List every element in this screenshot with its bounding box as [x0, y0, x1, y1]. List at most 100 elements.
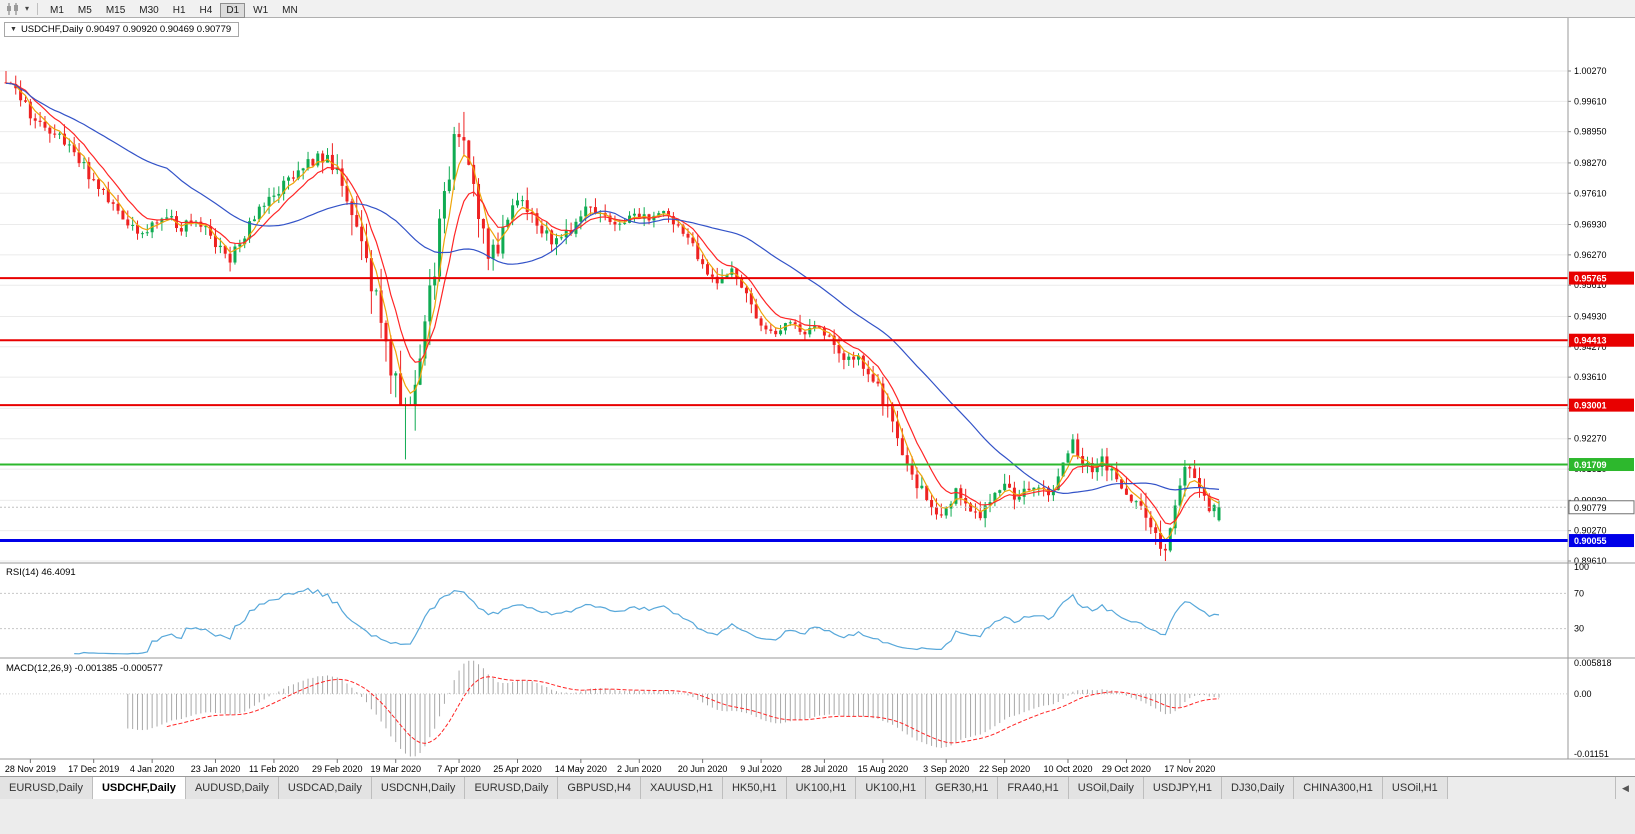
symbol-collapse-icon: ▼	[10, 25, 17, 33]
timeframe-button-mn[interactable]: MN	[282, 4, 298, 16]
candlestick-series	[4, 71, 1221, 561]
rsi-line	[74, 587, 1220, 655]
moving-average-line	[5, 82, 1220, 495]
macd-scale-label: 0.005818	[1574, 658, 1612, 668]
tab-audusd-daily[interactable]: AUDUSD,Daily	[185, 777, 279, 799]
price-axis-label: 0.96930	[1574, 220, 1607, 230]
chart-candles-icon[interactable]	[4, 2, 22, 15]
price-axis-label: 0.90270	[1574, 526, 1607, 536]
timeframe-button-m1[interactable]: M1	[50, 4, 64, 16]
tab-dj30-daily[interactable]: DJ30,Daily	[1222, 777, 1295, 799]
date-axis-label: 25 Apr 2020	[493, 764, 542, 774]
timeframe-button-w1[interactable]: W1	[253, 4, 269, 16]
price-level-tag	[1569, 534, 1634, 548]
price-axis-label: 0.94270	[1574, 342, 1607, 352]
chart-tabs-bar: EURUSD,Daily USDCHF,Daily AUDUSD,Daily USDC…	[0, 776, 1635, 799]
price-axis-label: 0.98950	[1574, 127, 1607, 137]
date-axis-label: 9 Jul 2020	[740, 764, 782, 774]
timeframe-button-d1[interactable]: D1	[220, 2, 246, 18]
date-axis-label: 20 Jun 2020	[678, 764, 728, 774]
rsi-scale-label: 30	[1574, 624, 1584, 634]
tab-fra40-h1[interactable]: FRA40,H1	[998, 777, 1069, 799]
price-axis-label: 0.98270	[1574, 158, 1607, 168]
tab-usdcad-daily[interactable]: USDCAD,Daily	[278, 777, 372, 799]
chart-area[interactable]: 1.00270 0.99610 0.98950 0.98270 0.97610 0.969…	[0, 18, 1635, 776]
price-axis-label: 0.97610	[1574, 188, 1607, 198]
tab-gbpusd-h4[interactable]: GBPUSD,H4	[558, 777, 641, 799]
tab-ger30-h1[interactable]: GER30,H1	[926, 777, 999, 799]
price-level-tag	[1569, 271, 1634, 285]
price-level-tag-label: 0.95765	[1574, 274, 1607, 284]
price-axis-label: 0.92270	[1574, 434, 1607, 444]
tab-usdcnh-daily[interactable]: USDCNH,Daily	[371, 777, 466, 799]
macd-scale-label: 0.00	[1574, 689, 1592, 699]
tabs-scroll-left-button[interactable]: ◀	[1615, 777, 1635, 799]
tab-usdjpy-h1[interactable]: USDJPY,H1	[1143, 777, 1223, 799]
date-axis-label: 29 Feb 2020	[312, 764, 363, 774]
price-level-tag	[1569, 398, 1634, 412]
price-axis-label: 1.00270	[1574, 66, 1607, 76]
rsi-scale-label: 100	[1574, 562, 1589, 572]
timeframe-button-m30[interactable]: M30	[139, 4, 159, 16]
macd-scale-label: -0.01151	[1574, 749, 1609, 759]
tab-usdchf-daily[interactable]: USDCHF,Daily	[92, 777, 186, 799]
tab-china300-h1[interactable]: CHINA300,H1	[1294, 777, 1383, 799]
symbol-title-box[interactable]: ▼ USDCHF,Daily 0.90497 0.90920 0.90469 0…	[4, 22, 240, 37]
date-axis-label: 22 Sep 2020	[979, 764, 1030, 774]
macd-indicator-label: MACD(12,26,9) -0.001385 -0.000577	[6, 663, 163, 674]
timeframe-toolbar: ▾ M1 M5 M15 M30 H1 H4 D1 W1 MN	[0, 0, 1635, 18]
price-level-tag	[1569, 333, 1634, 347]
price-level-tag-label: 0.90055	[1574, 536, 1607, 546]
price-axis-label: 0.99610	[1574, 96, 1607, 106]
date-axis-label: 23 Jan 2020	[191, 764, 241, 774]
date-axis-label: 17 Nov 2020	[1164, 764, 1215, 774]
price-level-tag	[1569, 458, 1634, 472]
date-axis-label: 17 Dec 2019	[68, 764, 119, 774]
tab-eurusd-daily[interactable]: EURUSD,Daily	[465, 777, 559, 799]
timeframe-button-group: M1 M5 M15 M30 H1 H4 D1 W1 MN	[43, 0, 305, 18]
tab-hk50-h1[interactable]: HK50,H1	[722, 777, 787, 799]
timeframe-button-m5[interactable]: M5	[77, 4, 92, 16]
toolbar-separator	[37, 2, 39, 15]
tab-xauusd-h1[interactable]: XAUUSD,H1	[640, 777, 723, 799]
price-level-tag-label: 0.93001	[1574, 401, 1607, 411]
price-axis-label: 0.93610	[1574, 372, 1607, 382]
macd-histogram	[127, 660, 1220, 757]
tab-eurusd-daily[interactable]: EURUSD,Daily	[0, 777, 93, 799]
tab-usoil-daily[interactable]: USOil,Daily	[1068, 777, 1144, 799]
date-axis-label: 28 Nov 2019	[5, 764, 56, 774]
price-level-tag-label: 0.94413	[1574, 336, 1607, 346]
price-axis-label: 0.96270	[1574, 250, 1607, 260]
tab-uk100-h1[interactable]: UK100,H1	[856, 777, 927, 799]
chart-tabs-strip: EURUSD,Daily USDCHF,Daily AUDUSD,Daily USDC…	[0, 777, 1615, 799]
date-axis-label: 3 Sep 2020	[923, 764, 969, 774]
price-level-tag-label: 0.91709	[1574, 460, 1607, 470]
timeframe-button-h1[interactable]: H1	[172, 4, 186, 16]
macd-signal-line	[166, 676, 1220, 744]
timeframe-button-m15[interactable]: M15	[105, 4, 126, 16]
current-price-tag	[1568, 500, 1635, 515]
price-axis-label: 0.94930	[1574, 311, 1607, 321]
price-axis-label: 0.89610	[1574, 556, 1607, 566]
price-chart-canvas[interactable]: 1.00270 0.99610 0.98950 0.98270 0.97610 0.969…	[0, 18, 1635, 776]
current-price-tag-label: 0.90779	[1574, 503, 1607, 513]
date-axis-label: 2 Jun 2020	[617, 764, 662, 774]
moving-average-line	[5, 82, 1220, 525]
date-axis-label: 15 Aug 2020	[858, 764, 909, 774]
rsi-indicator-label: RSI(14) 46.4091	[6, 567, 76, 578]
tab-usoil-h1[interactable]: USOil,H1	[1382, 777, 1448, 799]
date-axis-label: 29 Oct 2020	[1102, 764, 1151, 774]
date-axis-label: 10 Oct 2020	[1043, 764, 1092, 774]
symbol-ohlc-label: USDCHF,Daily 0.90497 0.90920 0.90469 0.9…	[20, 23, 232, 35]
status-bar	[0, 799, 1635, 834]
chart-dropdown-caret-icon[interactable]: ▾	[25, 4, 30, 13]
date-axis-label: 19 Mar 2020	[370, 764, 421, 774]
timeframe-button-h4[interactable]: H4	[199, 4, 213, 16]
date-axis-label: 7 Apr 2020	[437, 764, 481, 774]
date-axis-label: 4 Jan 2020	[130, 764, 175, 774]
price-axis-label: 0.95610	[1574, 280, 1607, 290]
moving-average-line	[5, 82, 1220, 541]
tab-uk100-h1[interactable]: UK100,H1	[786, 777, 857, 799]
date-axis-label: 14 May 2020	[555, 764, 607, 774]
